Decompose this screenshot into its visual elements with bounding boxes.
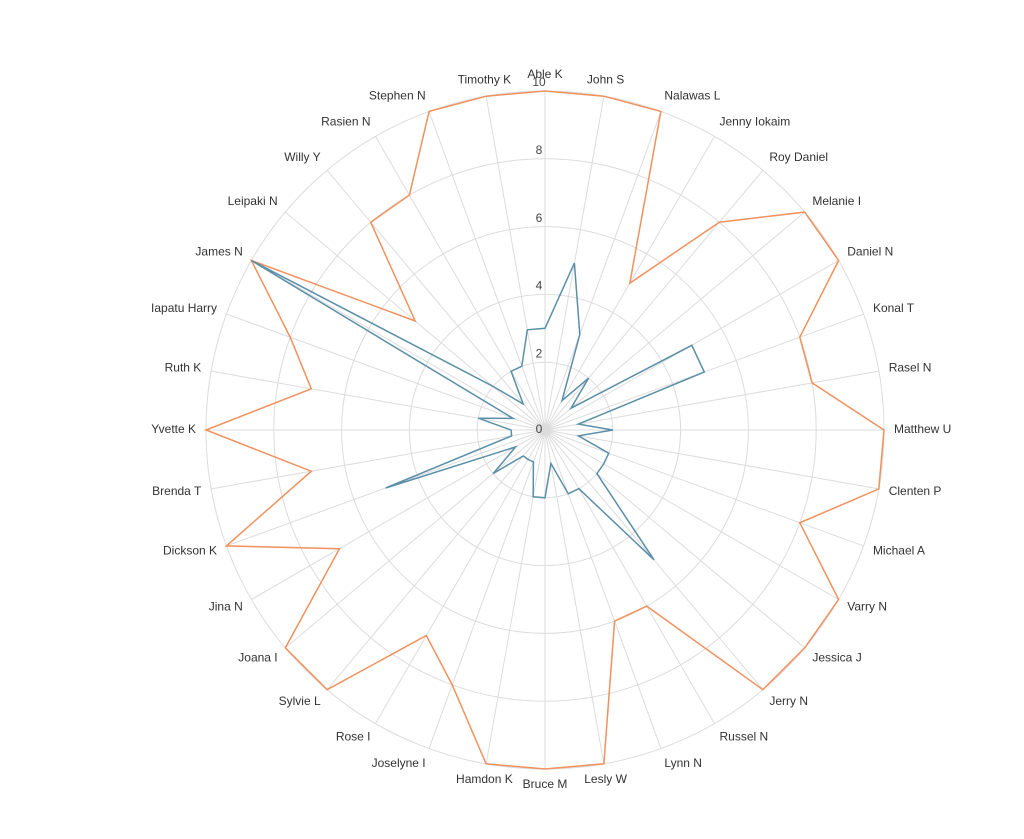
- category-label: Ruth K: [165, 361, 202, 375]
- category-label: Jerry N: [769, 694, 808, 708]
- category-label: Roy Daniel: [769, 150, 828, 164]
- category-label: Stephen N: [369, 89, 426, 103]
- grid-spoke: [326, 429, 546, 691]
- category-label: Russel N: [720, 730, 769, 744]
- grid-spoke: [485, 429, 546, 764]
- category-label: Konal T: [873, 301, 915, 315]
- grid-spoke: [485, 96, 546, 431]
- grid-spoke: [326, 169, 546, 431]
- grid-spoke: [251, 429, 546, 600]
- category-label: Leipaki N: [228, 194, 278, 208]
- category-label: Dickson K: [163, 544, 217, 558]
- grid-spoke: [544, 429, 662, 749]
- grid-spoke: [544, 169, 764, 431]
- r-tick-label: 8: [536, 143, 543, 157]
- category-label: Timothy K: [458, 73, 512, 87]
- r-tick-label: 6: [536, 211, 543, 225]
- grid-spoke: [544, 111, 662, 431]
- category-label: Yvette K: [151, 422, 196, 436]
- category-label: Matthew U: [894, 422, 951, 436]
- category-label: James N: [195, 245, 242, 259]
- category-label: Joselyne I: [372, 756, 426, 770]
- grid-spoke: [428, 429, 546, 749]
- grid-spoke: [226, 313, 546, 431]
- category-label: Lynn N: [664, 756, 702, 770]
- grid-spoke: [544, 429, 879, 490]
- category-label: Sylvie L: [279, 694, 321, 708]
- category-label: Bruce M: [523, 777, 568, 791]
- grid-spoke: [211, 370, 546, 431]
- grid-spoke: [544, 429, 806, 649]
- grid-spoke: [375, 136, 546, 431]
- category-label: Brenda T: [152, 484, 202, 498]
- grid-spoke: [544, 429, 839, 600]
- category-label: Rasien N: [321, 115, 370, 129]
- category-label: Melanie I: [812, 194, 861, 208]
- series-line: [251, 259, 706, 561]
- category-label: Able K: [527, 67, 562, 81]
- r-tick-label: 0: [536, 422, 543, 436]
- grid-spoke: [428, 111, 546, 431]
- category-label: Iapatu Harry: [151, 301, 217, 315]
- category-label: Rose I: [336, 730, 371, 744]
- grid-spoke: [251, 260, 546, 431]
- grid-spoke: [544, 429, 715, 724]
- r-tick-label: 4: [536, 279, 543, 293]
- grid-spoke: [544, 211, 806, 431]
- category-label: Jina N: [209, 600, 243, 614]
- grid-spoke: [284, 429, 546, 649]
- category-label: Varry N: [847, 600, 887, 614]
- category-label: Jessica J: [812, 650, 861, 664]
- category-label: Rasel N: [889, 361, 932, 375]
- category-label: Joana I: [238, 650, 277, 664]
- category-label: Michael A: [873, 544, 925, 558]
- grid-spoke: [211, 429, 546, 490]
- r-tick-label: 2: [536, 346, 543, 360]
- category-label: Daniel N: [847, 245, 893, 259]
- grid-spoke: [544, 429, 864, 547]
- grid-spoke: [544, 370, 879, 431]
- category-label: Willy Y: [284, 150, 320, 164]
- category-label: Jenny Iokaim: [720, 115, 791, 129]
- category-label: Clenten P: [889, 484, 942, 498]
- category-label: Hamdon K: [456, 772, 513, 786]
- grid-spoke: [544, 429, 605, 764]
- category-label: Nalawas L: [664, 89, 720, 103]
- grid-spoke: [375, 429, 546, 724]
- r-tick-label: 10: [532, 75, 546, 89]
- category-label: Lesly W: [584, 772, 627, 786]
- category-label: John S: [587, 73, 624, 87]
